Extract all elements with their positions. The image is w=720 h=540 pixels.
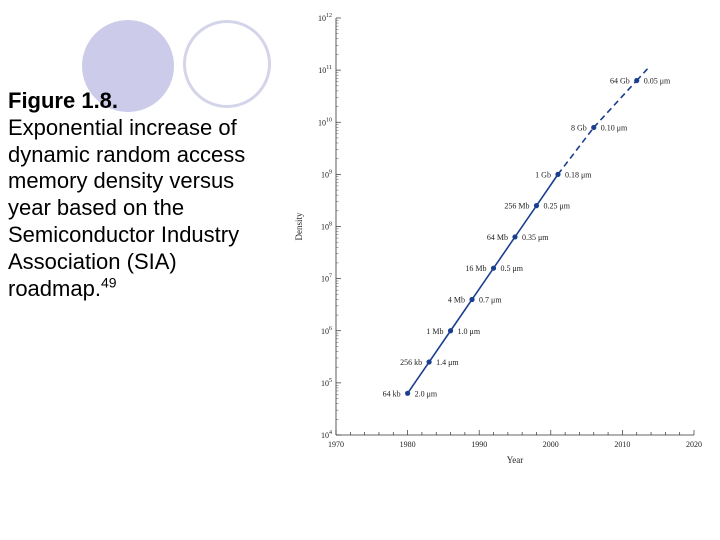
y-tick-label: 108 (321, 222, 332, 232)
figure-caption: Figure 1.8. Exponential increase of dyna… (8, 88, 276, 302)
y-tick-label: 107 (321, 274, 332, 284)
x-tick-label: 1990 (471, 440, 487, 449)
series-line-segment (471, 267, 495, 300)
data-point (555, 171, 561, 177)
density-label: 1 Mb (426, 327, 443, 336)
decorative-circle-outline (183, 20, 271, 108)
caption-text: Exponential increase of dynamic random a… (8, 114, 246, 301)
decorative-circle-filled (82, 20, 174, 112)
data-point (426, 359, 432, 365)
density-label: 64 Mb (487, 233, 508, 242)
data-point (512, 234, 518, 240)
feature-size-label: 0.05 μm (644, 77, 671, 86)
series-line-segment (406, 361, 430, 394)
feature-size-label: 0.18 μm (565, 170, 592, 179)
x-tick-label: 2020 (686, 440, 702, 449)
y-tick-label: 1010 (318, 117, 332, 127)
density-chart: 1970 1980 1990 2000 2010 2020 104 105 106 107 108 1… (294, 13, 702, 465)
data-point (634, 77, 640, 84)
figure-label: Figure 1.8. (8, 88, 119, 113)
x-tick-label: 1980 (400, 440, 416, 449)
density-label: 256 Mb (504, 202, 529, 211)
y-tick-label: 1012 (318, 13, 332, 23)
data-point (469, 296, 475, 303)
series-line-segment (514, 205, 538, 238)
feature-size-label: 0.35 μm (522, 233, 549, 242)
data-point (405, 390, 411, 396)
x-axis-title: Year (507, 455, 524, 465)
density-label: 64 Gb (610, 77, 630, 86)
density-label: 256 kb (400, 358, 422, 367)
y-tick-label: 109 (321, 169, 332, 179)
feature-size-label: 0.10 μm (601, 123, 628, 132)
feature-size-label: 0.25 μm (543, 202, 570, 211)
feature-size-label: 2.0 μm (415, 389, 438, 398)
density-label: 64 kb (383, 389, 401, 398)
feature-size-label: 1.0 μm (458, 327, 481, 336)
y-tick-label: 106 (321, 326, 332, 336)
x-tick-label: 2000 (543, 440, 559, 449)
data-point (533, 203, 540, 209)
feature-size-label: 0.5 μm (501, 264, 524, 273)
y-tick-label: 105 (321, 378, 332, 388)
density-label: 8 Gb (571, 123, 587, 132)
x-tick-label: 1970 (328, 440, 344, 449)
density-label: 4 Mb (448, 295, 465, 304)
caption-reference: 49 (100, 274, 117, 291)
density-label: 16 Mb (465, 264, 486, 273)
y-tick-label: 104 (321, 430, 332, 440)
x-tick-label: 2010 (614, 440, 630, 449)
feature-size-label: 1.4 μm (436, 358, 459, 367)
series-line-segment (535, 173, 559, 207)
data-point (490, 265, 497, 271)
y-axis-title: Density (294, 212, 304, 240)
data-point (591, 124, 597, 131)
series-line-segment (449, 299, 473, 332)
y-tick-label: 1011 (318, 65, 332, 75)
projected-line-segment (557, 126, 595, 175)
series-line-segment (428, 330, 452, 363)
feature-size-label: 0.7 μm (479, 295, 502, 304)
density-label: 1 Gb (535, 170, 551, 179)
projected-line-segment (593, 80, 638, 129)
projected-line-extension (636, 68, 649, 82)
data-point (447, 328, 454, 334)
series-line-segment (492, 236, 516, 269)
